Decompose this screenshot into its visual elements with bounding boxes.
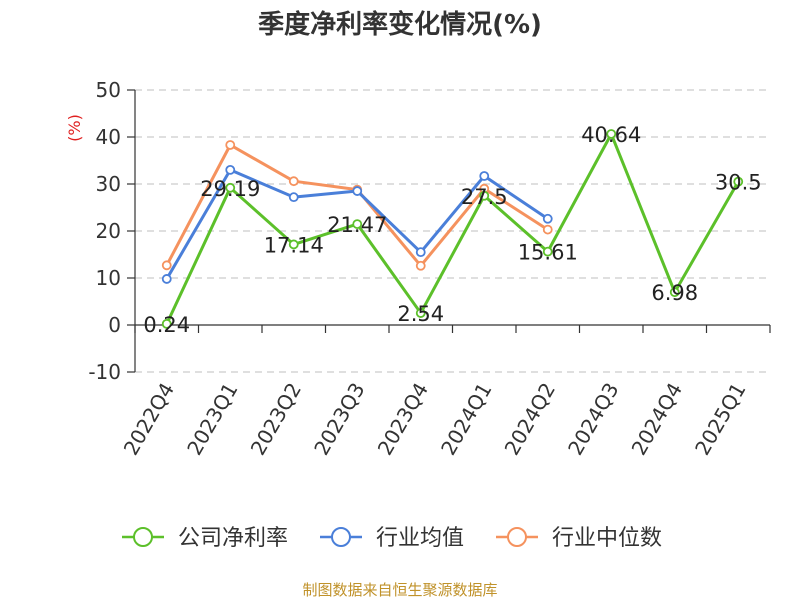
legend-item[interactable]: 公司净利率 bbox=[122, 526, 288, 551]
data-point bbox=[479, 171, 490, 181]
data-label: 6.98 bbox=[651, 281, 698, 305]
legend-label: 公司净利率 bbox=[178, 526, 288, 551]
data-label: 27.5 bbox=[461, 185, 508, 209]
data-point bbox=[479, 190, 490, 201]
legend-label: 行业中位数 bbox=[552, 526, 662, 551]
data-point bbox=[542, 213, 553, 224]
data-label: 29.19 bbox=[200, 177, 260, 201]
x-tick-label: 2023Q3 bbox=[309, 379, 369, 460]
x-tick-label: 2025Q1 bbox=[690, 379, 750, 460]
data-point bbox=[225, 182, 236, 193]
data-point bbox=[542, 224, 553, 235]
data-label: 17.14 bbox=[264, 233, 324, 257]
grid-lines bbox=[135, 89, 770, 373]
data-label: 0.24 bbox=[143, 313, 190, 337]
data-point bbox=[542, 246, 553, 257]
data-point bbox=[352, 186, 363, 196]
data-point bbox=[415, 260, 426, 271]
data-point bbox=[288, 176, 299, 187]
data-point bbox=[733, 176, 744, 187]
x-tick-label: 2024Q2 bbox=[500, 379, 560, 460]
data-point bbox=[288, 239, 299, 250]
data-point bbox=[161, 274, 172, 284]
data-label: 21.47 bbox=[327, 213, 387, 237]
data-point bbox=[161, 318, 172, 329]
data-label: 15.61 bbox=[518, 241, 578, 265]
y-tick-label: 50 bbox=[96, 78, 121, 102]
data-point bbox=[225, 140, 236, 150]
x-tick-label: 2023Q1 bbox=[182, 379, 242, 460]
data-point bbox=[415, 247, 426, 258]
x-tick-label: 2024Q1 bbox=[436, 379, 496, 460]
data-label: 2.54 bbox=[397, 302, 444, 326]
y-tick-label: 30 bbox=[96, 172, 121, 196]
legend: 公司净利率 行业均值 行业中位数 bbox=[122, 526, 662, 551]
data-point bbox=[606, 129, 617, 139]
series-points bbox=[161, 129, 744, 329]
data-point bbox=[288, 192, 299, 203]
legend-label: 行业均值 bbox=[376, 526, 464, 551]
legend-item[interactable]: 行业中位数 bbox=[496, 526, 662, 551]
x-tick-label: 2024Q3 bbox=[563, 379, 623, 460]
chart-title: 季度净利率变化情况(%) bbox=[258, 10, 542, 40]
legend-item[interactable]: 行业均值 bbox=[320, 526, 464, 551]
y-axis-label: (%) bbox=[65, 114, 84, 142]
data-point bbox=[225, 164, 236, 175]
data-label: 30.5 bbox=[715, 171, 762, 195]
y-tick-label: 40 bbox=[96, 125, 121, 149]
x-tick-label: 2024Q4 bbox=[627, 379, 687, 460]
y-tick-label: 0 bbox=[108, 313, 121, 337]
y-tick-label: 20 bbox=[96, 219, 121, 243]
x-tick-label: 2022Q4 bbox=[119, 379, 179, 460]
data-point bbox=[415, 308, 426, 318]
data-label: 40.64 bbox=[581, 123, 641, 147]
series-line-0 bbox=[165, 132, 740, 325]
y-tick-label: 10 bbox=[96, 266, 121, 290]
y-tick-label: -10 bbox=[88, 360, 121, 384]
data-source: 制图数据来自恒生聚源数据库 bbox=[302, 581, 498, 599]
data-point bbox=[352, 219, 363, 229]
x-tick-label: 2023Q4 bbox=[373, 379, 433, 460]
data-point bbox=[669, 287, 680, 298]
data-point bbox=[161, 260, 172, 271]
x-tick-label: 2023Q2 bbox=[246, 379, 306, 460]
